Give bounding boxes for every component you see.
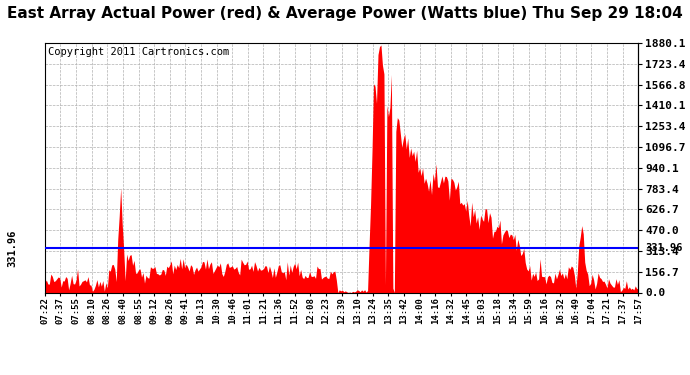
Text: 331.96: 331.96 <box>7 230 17 267</box>
Text: 331.96: 331.96 <box>646 243 683 254</box>
Text: Copyright 2011 Cartronics.com: Copyright 2011 Cartronics.com <box>48 47 229 57</box>
Text: East Array Actual Power (red) & Average Power (Watts blue) Thu Sep 29 18:04: East Array Actual Power (red) & Average … <box>7 6 683 21</box>
